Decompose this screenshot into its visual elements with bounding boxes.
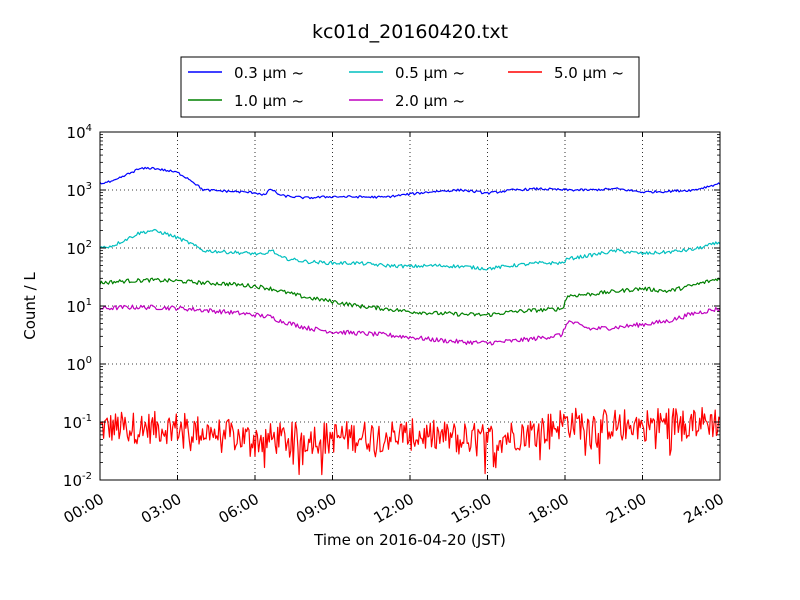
x-tick-label: 24:00 xyxy=(681,490,727,527)
x-tick-label: 00:00 xyxy=(61,490,107,527)
x-tick-label: 15:00 xyxy=(448,490,494,527)
y-tick-label: 100 xyxy=(67,355,92,374)
y-tick-label: 103 xyxy=(67,181,92,200)
x-tick-label: 21:00 xyxy=(603,490,649,527)
legend-label-2: 1.0 μm ~ xyxy=(234,92,304,110)
x-tick-label: 09:00 xyxy=(293,490,339,527)
grid xyxy=(100,132,720,480)
series-line-1 xyxy=(99,228,721,271)
legend-label-1: 0.5 μm ~ xyxy=(395,64,465,82)
series-line-0 xyxy=(99,166,721,200)
y-axis-label: Count / L xyxy=(21,272,39,340)
x-axis-label: Time on 2016-04-20 (JST) xyxy=(313,531,506,549)
x-tick-label: 18:00 xyxy=(526,490,572,527)
x-tick-label: 12:00 xyxy=(371,490,417,527)
legend-label-4: 5.0 μm ~ xyxy=(554,64,624,82)
y-tick-label: 104 xyxy=(67,123,92,142)
y-tick-label: 10-1 xyxy=(63,413,92,432)
y-tick-label: 10-2 xyxy=(63,471,92,490)
series-line-4 xyxy=(99,407,721,476)
legend-label-3: 2.0 μm ~ xyxy=(395,92,465,110)
series-line-2 xyxy=(99,277,721,317)
y-tick-label: 101 xyxy=(67,297,92,316)
legend: 0.3 μm ~ 0.5 μm ~ 1.0 μm ~ 2.0 μm ~ 5.0 μm ~ xyxy=(180,56,640,118)
series-line-3 xyxy=(99,304,721,346)
legend-label-0: 0.3 μm ~ xyxy=(234,64,304,82)
x-tick-label: 06:00 xyxy=(216,490,262,527)
legend-box xyxy=(180,56,640,118)
plot-area: 00:00 03:00 06:00 09:00 12:00 15:00 18:00 21:00… xyxy=(61,123,727,527)
chart-title: kc01d_20160420.txt xyxy=(312,21,508,43)
series-lines xyxy=(99,166,721,476)
x-tick-label: 03:00 xyxy=(138,490,184,527)
y-tick-label: 102 xyxy=(67,239,92,258)
